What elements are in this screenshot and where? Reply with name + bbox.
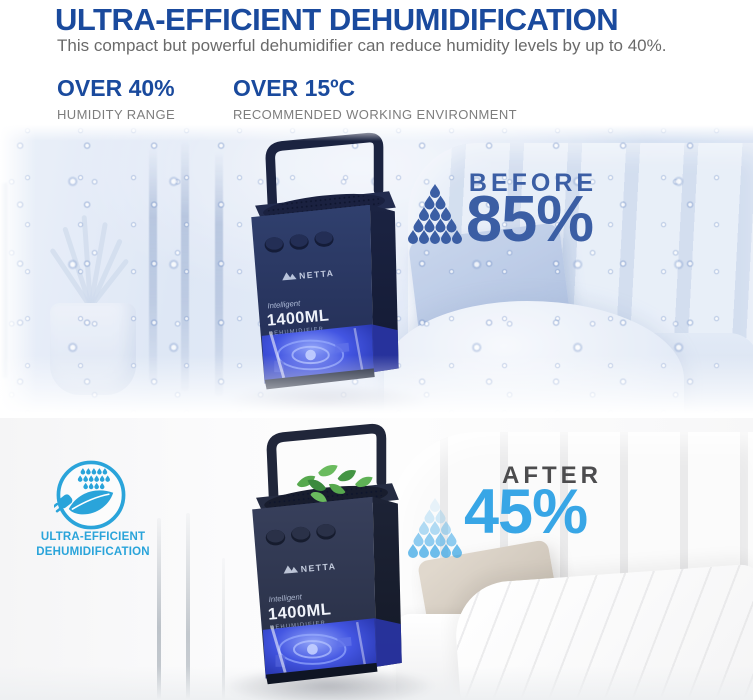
capacity-label: Intelligent 1400ML DEHUMIDIFIER bbox=[266, 299, 330, 338]
top-air-grille bbox=[266, 195, 382, 218]
header: ULTRA-EFFICIENT DEHUMIDIFICATION This co… bbox=[0, 0, 753, 125]
svg-text:NETTA: NETTA bbox=[300, 561, 336, 574]
svg-text:Intelligent: Intelligent bbox=[268, 592, 303, 604]
badge-line-1: ULTRA-EFFICIENT bbox=[40, 531, 146, 543]
svg-text:DEHUMIDIFIER: DEHUMIDIFIER bbox=[270, 620, 326, 631]
fresh-leaves bbox=[296, 465, 373, 503]
wall-trim-line bbox=[222, 558, 225, 700]
svg-text:Intelligent: Intelligent bbox=[267, 299, 301, 311]
badge-caption: ULTRA-EFFICIENT DEHUMIDIFICATION bbox=[10, 530, 176, 560]
dehumidifier-product-after: NETTA Intelligent 1400ML DEHUMIDIFIER bbox=[252, 423, 402, 685]
stat-value: OVER 40% bbox=[57, 75, 175, 101]
photo-fade bbox=[0, 355, 753, 417]
top-air-grille bbox=[268, 487, 385, 511]
before-label: BEFORE bbox=[468, 169, 598, 197]
badge-line-2: DEHUMIDIFICATION bbox=[36, 545, 150, 558]
after-photo: NETTA Intelligent 1400ML DEHUMIDIFIER bbox=[0, 418, 753, 700]
stat-humidity-range: OVER 40% HUMIDITY RANGE bbox=[57, 75, 175, 122]
capacity-label: Intelligent 1400ML DEHUMIDIFIER bbox=[267, 592, 332, 631]
stat-caption: RECOMMENDED WORKING ENVIRONMENT bbox=[233, 107, 517, 122]
dry-sofa bbox=[388, 418, 753, 700]
after-humidity-value: 45% bbox=[464, 477, 588, 547]
stat-caption: HUMIDITY RANGE bbox=[57, 107, 176, 122]
before-photo: NETTA Intelligent 1400ML DEHUMIDIFIER BE… bbox=[0, 125, 753, 417]
water-drops-icon bbox=[408, 184, 462, 244]
svg-text:NETTA: NETTA bbox=[299, 268, 335, 281]
stat-working-temperature: OVER 15ºC RECOMMENDED WORKING ENVIRONMEN… bbox=[233, 75, 517, 122]
carry-handle bbox=[266, 423, 387, 501]
plug-leaf-icon bbox=[54, 460, 126, 530]
water-tank bbox=[262, 618, 402, 679]
control-buttons bbox=[264, 231, 334, 253]
control-buttons bbox=[265, 524, 336, 546]
wall-trim-line bbox=[186, 513, 190, 700]
carry-handle bbox=[265, 132, 384, 209]
netta-logo: NETTA bbox=[283, 561, 337, 574]
page-title: ULTRA-EFFICIENT DEHUMIDIFICATION bbox=[55, 2, 619, 37]
svg-text:DEHUMIDIFIER: DEHUMIDIFIER bbox=[269, 326, 325, 337]
svg-text:1400ML: 1400ML bbox=[266, 306, 330, 329]
subtitle: This compact but powerful dehumidifier c… bbox=[57, 36, 667, 55]
after-label: AFTER bbox=[502, 462, 602, 489]
svg-text:1400ML: 1400ML bbox=[267, 600, 332, 623]
water-drops-faded-icon bbox=[408, 498, 462, 558]
stat-value: OVER 15ºC bbox=[233, 75, 356, 101]
wall-trim-line bbox=[157, 518, 161, 700]
netta-logo: NETTA bbox=[282, 268, 335, 281]
before-humidity-value: 85% bbox=[466, 182, 594, 255]
photo-fade bbox=[0, 125, 753, 141]
